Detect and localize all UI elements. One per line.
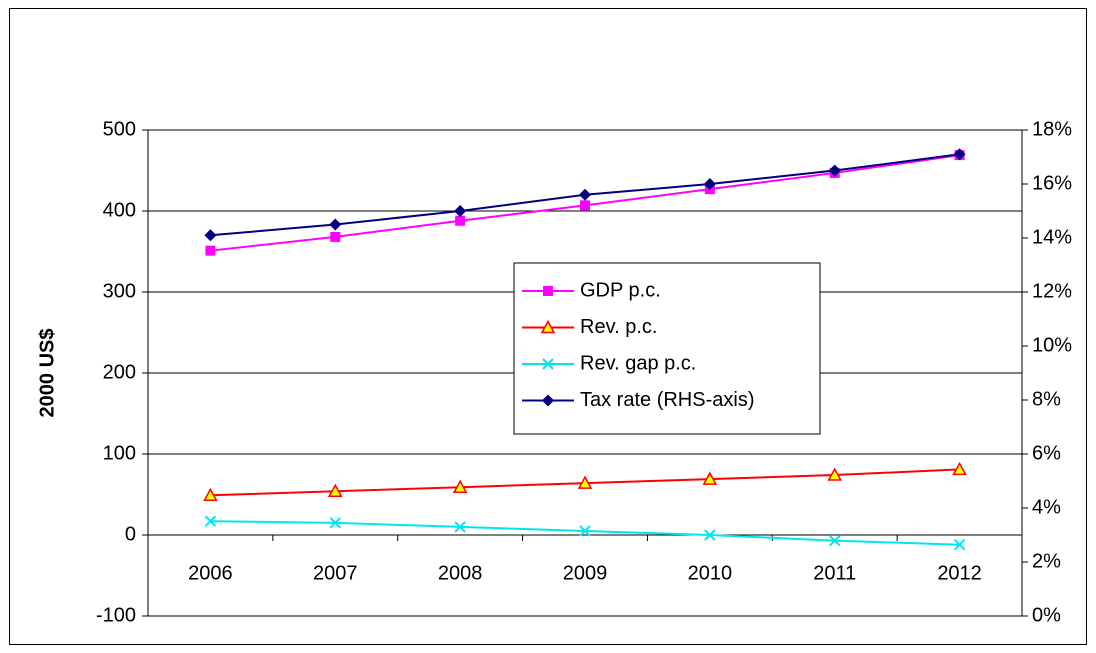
legend-label: Rev. gap p.c. xyxy=(580,352,696,374)
data-point xyxy=(829,534,841,547)
data-point xyxy=(454,521,466,533)
legend-label: Rev. p.c. xyxy=(580,316,657,338)
legend-marker xyxy=(542,358,554,370)
data-point xyxy=(704,529,716,541)
x-tick-label: 2010 xyxy=(688,562,733,584)
data-point xyxy=(579,188,591,201)
y2-tick-label: 18% xyxy=(1032,118,1072,140)
data-point xyxy=(204,229,217,242)
x-tick-label: 2009 xyxy=(563,562,608,584)
y2-tick-label: 6% xyxy=(1032,442,1061,464)
y-tick-label: 100 xyxy=(103,442,136,464)
y2-tick-label: 10% xyxy=(1032,334,1072,356)
y-tick-label: 500 xyxy=(103,118,136,140)
data-point xyxy=(204,515,217,527)
y2-tick-label: 14% xyxy=(1032,226,1072,248)
x-tick-label: 2006 xyxy=(188,562,233,584)
data-point xyxy=(579,525,591,537)
data-point xyxy=(703,178,716,190)
legend-label: Tax rate (RHS-axis) xyxy=(580,389,754,411)
data-point xyxy=(330,231,341,242)
data-point xyxy=(454,205,467,217)
y-tick-label: -100 xyxy=(96,604,136,626)
data-point xyxy=(702,471,718,485)
y2-tick-label: 16% xyxy=(1032,172,1072,194)
y-tick-label: 0 xyxy=(125,523,136,545)
data-point xyxy=(452,479,468,493)
y2-tick-label: 8% xyxy=(1032,388,1061,410)
data-point xyxy=(329,517,341,529)
data-point xyxy=(329,218,342,231)
data-point xyxy=(953,148,966,161)
data-point xyxy=(455,215,466,226)
y-tick-label: 300 xyxy=(103,280,136,302)
y2-tick-label: 0% xyxy=(1032,604,1061,626)
x-tick-label: 2007 xyxy=(313,562,358,584)
y-tick-label: 400 xyxy=(103,199,136,221)
y2-tick-label: 12% xyxy=(1032,280,1072,302)
y-tick-label: 200 xyxy=(103,361,136,383)
data-point xyxy=(952,461,967,476)
x-tick-label: 2008 xyxy=(438,562,483,584)
y2-tick-label: 2% xyxy=(1032,550,1061,572)
data-point xyxy=(328,483,343,498)
x-tick-label: 2011 xyxy=(813,562,856,584)
x-tick-label: 2012 xyxy=(937,562,982,584)
data-point xyxy=(827,467,842,481)
data-point xyxy=(828,164,841,177)
legend-marker xyxy=(543,286,553,296)
plot-frame xyxy=(147,129,1023,617)
legend-marker xyxy=(542,394,554,407)
data-point xyxy=(205,245,216,256)
data-point xyxy=(577,475,593,489)
data-point xyxy=(580,200,590,211)
y-axis-label: 2000 US$ xyxy=(36,329,58,418)
data-point xyxy=(953,539,966,551)
legend-label: GDP p.c. xyxy=(580,279,661,301)
legend-marker xyxy=(540,319,556,334)
y2-tick-label: 4% xyxy=(1032,496,1061,518)
data-point xyxy=(203,487,218,502)
